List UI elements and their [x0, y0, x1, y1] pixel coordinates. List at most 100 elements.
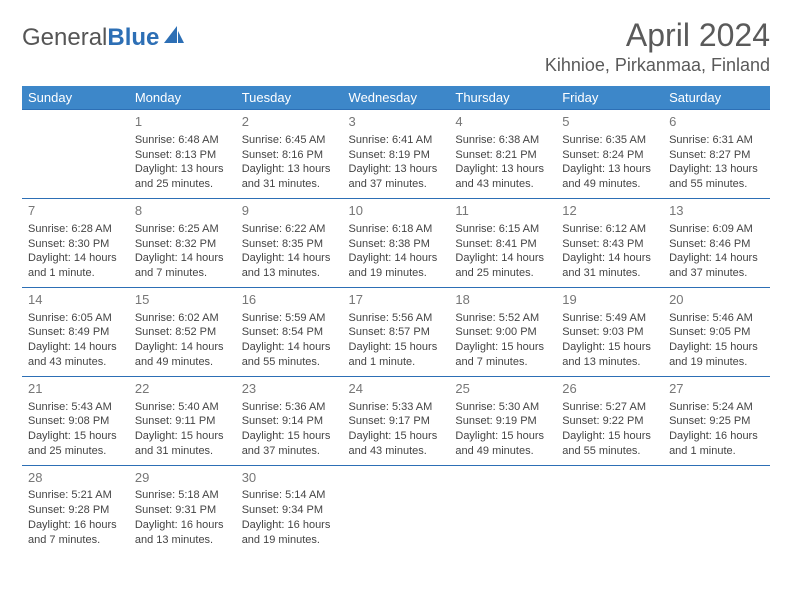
calendar-day-cell: 16Sunrise: 5:59 AMSunset: 8:54 PMDayligh… [236, 288, 343, 377]
sunrise-text: Sunrise: 5:59 AM [242, 311, 337, 326]
sunset-text: Sunset: 9:28 PM [28, 503, 123, 518]
day-number: 14 [28, 291, 123, 309]
weekday-header: Monday [129, 86, 236, 110]
sunrise-text: Sunrise: 5:43 AM [28, 400, 123, 415]
sunrise-text: Sunrise: 6:22 AM [242, 222, 337, 237]
day-number: 16 [242, 291, 337, 309]
daylight-text: Daylight: 15 hours and 25 minutes. [28, 429, 123, 459]
daylight-text: Daylight: 14 hours and 43 minutes. [28, 340, 123, 370]
sunrise-text: Sunrise: 6:02 AM [135, 311, 230, 326]
calendar-week-row: 21Sunrise: 5:43 AMSunset: 9:08 PMDayligh… [22, 376, 770, 465]
sunrise-text: Sunrise: 5:36 AM [242, 400, 337, 415]
daylight-text: Daylight: 14 hours and 1 minute. [28, 251, 123, 281]
sunset-text: Sunset: 8:57 PM [349, 325, 444, 340]
sunset-text: Sunset: 9:22 PM [562, 414, 657, 429]
day-number: 7 [28, 202, 123, 220]
sunrise-text: Sunrise: 5:30 AM [455, 400, 550, 415]
sunset-text: Sunset: 8:27 PM [669, 148, 764, 163]
location-text: Kihnioe, Pirkanmaa, Finland [545, 55, 770, 76]
sunrise-text: Sunrise: 5:40 AM [135, 400, 230, 415]
sunrise-text: Sunrise: 6:28 AM [28, 222, 123, 237]
calendar-day-cell: 20Sunrise: 5:46 AMSunset: 9:05 PMDayligh… [663, 288, 770, 377]
calendar-week-row: 28Sunrise: 5:21 AMSunset: 9:28 PMDayligh… [22, 465, 770, 553]
page-header: GeneralBlue April 2024 Kihnioe, Pirkanma… [22, 18, 770, 76]
calendar-day-cell: 2Sunrise: 6:45 AMSunset: 8:16 PMDaylight… [236, 110, 343, 199]
calendar-day-cell: 18Sunrise: 5:52 AMSunset: 9:00 PMDayligh… [449, 288, 556, 377]
day-number: 9 [242, 202, 337, 220]
calendar-day-cell: 14 Sunrise: 6:05 AMSunset: 8:49 PMDayligh… [22, 288, 129, 377]
daylight-text: Daylight: 16 hours and 13 minutes. [135, 518, 230, 548]
calendar-day-cell: 12 Sunrise: 6:12 AMSunset: 8:43 PMDayligh… [556, 199, 663, 288]
day-number: 15 [135, 291, 230, 309]
calendar-day-cell: 27Sunrise: 5:24 AMSunset: 9:25 PMDayligh… [663, 376, 770, 465]
daylight-text: Daylight: 14 hours and 7 minutes. [135, 251, 230, 281]
sunrise-text: Sunrise: 5:27 AM [562, 400, 657, 415]
calendar-day-cell: 3Sunrise: 6:41 AMSunset: 8:19 PMDaylight… [343, 110, 450, 199]
daylight-text: Daylight: 14 hours and 19 minutes. [349, 251, 444, 281]
calendar-day-cell: 9Sunrise: 6:22 AMSunset: 8:35 PMDaylight… [236, 199, 343, 288]
calendar-day-cell: 6Sunrise: 6:31 AMSunset: 8:27 PMDaylight… [663, 110, 770, 199]
sunset-text: Sunset: 9:11 PM [135, 414, 230, 429]
daylight-text: Daylight: 13 hours and 43 minutes. [455, 162, 550, 192]
sunrise-text: Sunrise: 5:49 AM [562, 311, 657, 326]
day-number: 23 [242, 380, 337, 398]
sunrise-text: Sunrise: 6:45 AM [242, 133, 337, 148]
logo-text-2: Blue [107, 24, 159, 52]
daylight-text: Daylight: 14 hours and 37 minutes. [669, 251, 764, 281]
sunrise-text: Sunrise: 5:21 AM [28, 488, 123, 503]
daylight-text: Daylight: 16 hours and 19 minutes. [242, 518, 337, 548]
day-number: 29 [135, 469, 230, 487]
daylight-text: Daylight: 13 hours and 55 minutes. [669, 162, 764, 192]
sunset-text: Sunset: 9:17 PM [349, 414, 444, 429]
calendar-day-cell: 28Sunrise: 5:21 AMSunset: 9:28 PMDayligh… [22, 465, 129, 553]
sunrise-text: Sunrise: 5:18 AM [135, 488, 230, 503]
calendar-header-row: SundayMondayTuesdayWednesdayThursdayFrid… [22, 86, 770, 110]
calendar-day-cell: 24Sunrise: 5:33 AMSunset: 9:17 PMDayligh… [343, 376, 450, 465]
sunset-text: Sunset: 8:54 PM [242, 325, 337, 340]
weekday-header: Tuesday [236, 86, 343, 110]
sunrise-text: Sunrise: 6:38 AM [455, 133, 550, 148]
day-number: 8 [135, 202, 230, 220]
sunrise-text: Sunrise: 5:33 AM [349, 400, 444, 415]
daylight-text: Daylight: 15 hours and 49 minutes. [455, 429, 550, 459]
day-number: 1 [135, 113, 230, 131]
day-number: 12 [562, 202, 657, 220]
sunset-text: Sunset: 8:49 PM [28, 325, 123, 340]
sunrise-text: Sunrise: 6:25 AM [135, 222, 230, 237]
daylight-text: Daylight: 15 hours and 55 minutes. [562, 429, 657, 459]
sunset-text: Sunset: 9:05 PM [669, 325, 764, 340]
sunset-text: Sunset: 8:13 PM [135, 148, 230, 163]
sunset-text: Sunset: 8:43 PM [562, 237, 657, 252]
calendar-table: SundayMondayTuesdayWednesdayThursdayFrid… [22, 86, 770, 554]
sunset-text: Sunset: 9:25 PM [669, 414, 764, 429]
calendar-day-cell: 25Sunrise: 5:30 AMSunset: 9:19 PMDayligh… [449, 376, 556, 465]
calendar-day-cell: 13Sunrise: 6:09 AMSunset: 8:46 PMDayligh… [663, 199, 770, 288]
title-block: April 2024 Kihnioe, Pirkanmaa, Finland [545, 18, 770, 76]
daylight-text: Daylight: 15 hours and 7 minutes. [455, 340, 550, 370]
sunrise-text: Sunrise: 6:12 AM [562, 222, 657, 237]
sunrise-text: Sunrise: 6:35 AM [562, 133, 657, 148]
calendar-day-cell: 22Sunrise: 5:40 AMSunset: 9:11 PMDayligh… [129, 376, 236, 465]
calendar-week-row: 7Sunrise: 6:28 AMSunset: 8:30 PMDaylight… [22, 199, 770, 288]
daylight-text: Daylight: 15 hours and 1 minute. [349, 340, 444, 370]
sunset-text: Sunset: 9:03 PM [562, 325, 657, 340]
calendar-day-cell: 23Sunrise: 5:36 AMSunset: 9:14 PMDayligh… [236, 376, 343, 465]
day-number: 19 [562, 291, 657, 309]
day-number: 27 [669, 380, 764, 398]
sunset-text: Sunset: 8:52 PM [135, 325, 230, 340]
sunrise-text: Sunrise: 6:05 AM [28, 311, 123, 326]
sunset-text: Sunset: 8:30 PM [28, 237, 123, 252]
daylight-text: Daylight: 13 hours and 25 minutes. [135, 162, 230, 192]
sunrise-text: Sunrise: 5:52 AM [455, 311, 550, 326]
month-title: April 2024 [545, 18, 770, 53]
sunrise-text: Sunrise: 6:09 AM [669, 222, 764, 237]
day-number: 18 [455, 291, 550, 309]
calendar-empty-cell [449, 465, 556, 553]
calendar-day-cell: 1Sunrise: 6:48 AMSunset: 8:13 PMDaylight… [129, 110, 236, 199]
calendar-day-cell: 5Sunrise: 6:35 AMSunset: 8:24 PMDaylight… [556, 110, 663, 199]
sunset-text: Sunset: 8:16 PM [242, 148, 337, 163]
sunset-text: Sunset: 9:14 PM [242, 414, 337, 429]
day-number: 30 [242, 469, 337, 487]
daylight-text: Daylight: 14 hours and 31 minutes. [562, 251, 657, 281]
day-number: 2 [242, 113, 337, 131]
